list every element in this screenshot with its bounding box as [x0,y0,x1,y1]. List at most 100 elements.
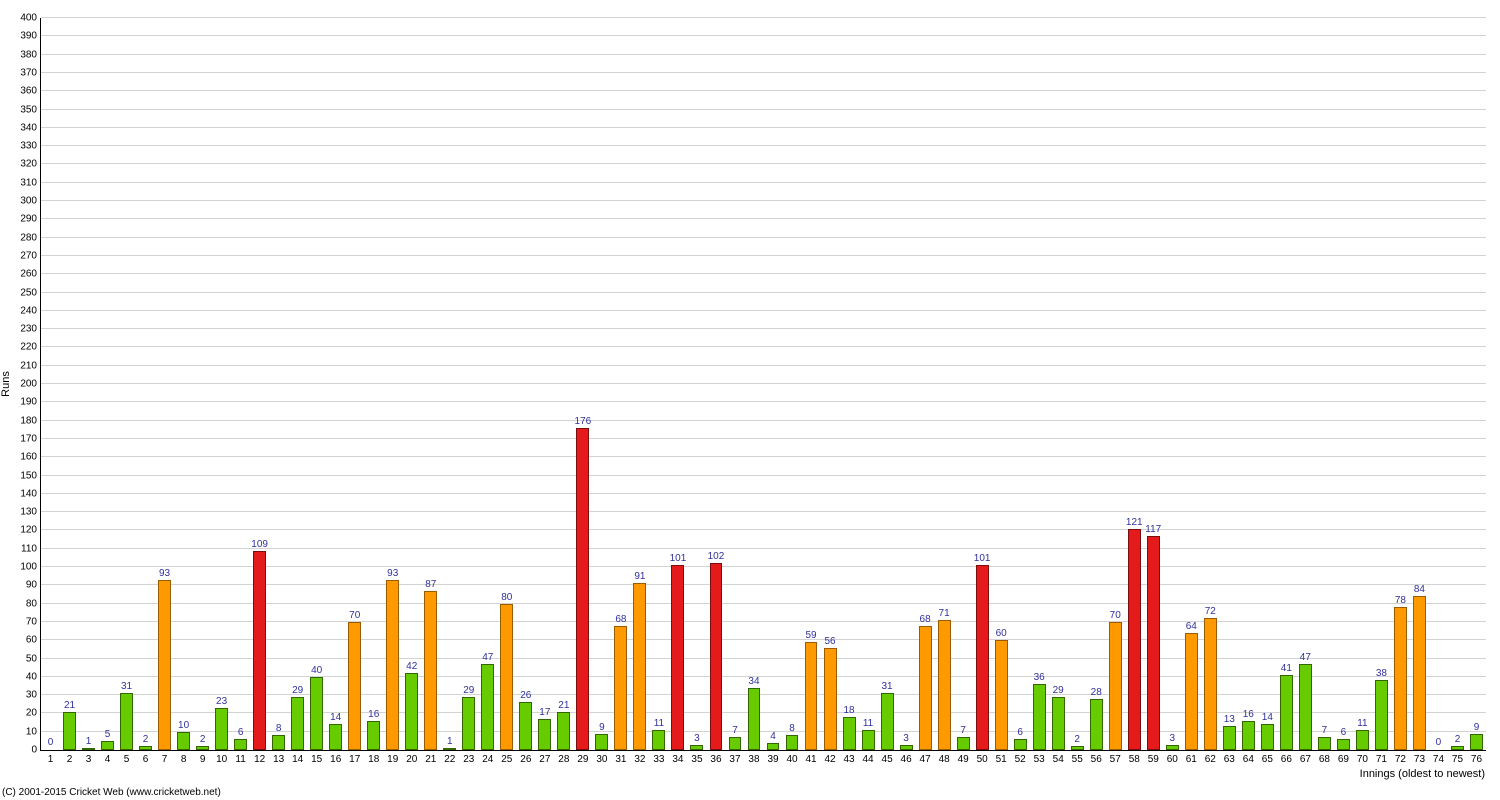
y-tick-label: 360 [20,86,41,97]
bar-value-label: 47 [1300,652,1311,665]
bar-value-label: 68 [920,614,931,627]
y-gridline [41,365,1486,366]
bar-value-label: 16 [1243,709,1254,722]
bar-value-label: 7 [732,725,738,738]
bar-value-label: 6 [238,727,244,740]
bar-value-label: 70 [349,610,360,623]
runs-bar: 8 [272,735,285,750]
y-gridline [41,218,1486,219]
bar-value-label: 21 [558,700,569,713]
x-tick-label: 2 [67,750,73,765]
runs-bar: 29 [462,697,475,750]
bar-value-label: 87 [425,579,436,592]
x-axis-title: Innings (oldest to newest) [1360,768,1485,780]
x-tick-label: 24 [482,750,493,765]
runs-bar: 10 [177,732,190,750]
runs-bar: 14 [1261,724,1274,750]
y-tick-label: 170 [20,433,41,444]
bar-value-label: 14 [330,712,341,725]
x-tick-label: 51 [996,750,1007,765]
x-tick-label: 8 [181,750,187,765]
runs-bar: 64 [1185,633,1198,750]
runs-bar: 87 [424,591,437,750]
y-tick-label: 330 [20,141,41,152]
bar-value-label: 1 [447,736,453,749]
x-tick-label: 76 [1471,750,1482,765]
x-tick-label: 47 [920,750,931,765]
bar-value-label: 93 [387,568,398,581]
y-tick-label: 270 [20,250,41,261]
bar-value-label: 29 [292,685,303,698]
bar-value-label: 9 [1474,722,1480,735]
runs-bar: 29 [291,697,304,750]
x-tick-label: 18 [368,750,379,765]
bar-value-label: 47 [482,652,493,665]
bar-value-label: 7 [960,725,966,738]
bar-value-label: 68 [615,614,626,627]
y-gridline [41,456,1486,457]
runs-by-innings-chart: 0102030405060708090100110120130140150160… [0,0,1500,800]
y-tick-label: 30 [26,690,41,701]
runs-bar: 23 [215,708,228,750]
x-tick-label: 17 [349,750,360,765]
bar-value-label: 78 [1395,595,1406,608]
runs-bar: 47 [1299,664,1312,750]
runs-bar: 9 [595,734,608,750]
runs-bar: 3 [1166,745,1179,750]
bar-value-label: 34 [748,676,759,689]
x-tick-label: 23 [463,750,474,765]
x-tick-label: 33 [653,750,664,765]
runs-bar: 31 [120,693,133,750]
x-tick-label: 36 [710,750,721,765]
y-tick-label: 130 [20,507,41,518]
bar-value-label: 2 [143,734,149,747]
x-tick-label: 21 [425,750,436,765]
runs-bar: 70 [348,622,361,750]
x-tick-label: 62 [1205,750,1216,765]
runs-bar: 11 [1356,730,1369,750]
x-tick-label: 15 [311,750,322,765]
runs-bar: 93 [386,580,399,750]
y-tick-label: 150 [20,470,41,481]
x-tick-label: 66 [1281,750,1292,765]
runs-bar: 16 [367,721,380,750]
bar-value-label: 23 [216,696,227,709]
runs-bar: 117 [1147,536,1160,750]
runs-bar: 70 [1109,622,1122,750]
x-tick-label: 63 [1224,750,1235,765]
bar-value-label: 31 [882,681,893,694]
bar-value-label: 14 [1262,712,1273,725]
bar-value-label: 16 [368,709,379,722]
x-tick-label: 44 [863,750,874,765]
y-tick-label: 160 [20,452,41,463]
bar-value-label: 18 [843,705,854,718]
y-tick-label: 390 [20,31,41,42]
x-tick-label: 49 [958,750,969,765]
y-tick-label: 280 [20,232,41,243]
y-gridline [41,401,1486,402]
y-tick-label: 380 [20,49,41,60]
y-tick-label: 110 [21,543,41,554]
y-gridline [41,273,1486,274]
runs-bar: 7 [729,737,742,750]
x-tick-label: 10 [216,750,227,765]
bar-value-label: 38 [1376,668,1387,681]
x-tick-label: 53 [1034,750,1045,765]
y-tick-label: 340 [20,122,41,133]
y-gridline [41,475,1486,476]
x-tick-label: 46 [901,750,912,765]
runs-bar: 29 [1052,697,1065,750]
runs-bar: 7 [957,737,970,750]
y-tick-label: 190 [20,397,41,408]
bar-value-label: 42 [406,661,417,674]
runs-bar: 16 [1242,721,1255,750]
runs-bar: 6 [1337,739,1350,750]
bar-value-label: 93 [159,568,170,581]
y-tick-label: 180 [20,415,41,426]
bar-value-label: 8 [276,723,282,736]
runs-bar: 91 [633,583,646,750]
y-gridline [41,17,1486,18]
bar-value-label: 117 [1145,524,1161,537]
y-gridline [41,200,1486,201]
x-tick-label: 22 [444,750,455,765]
